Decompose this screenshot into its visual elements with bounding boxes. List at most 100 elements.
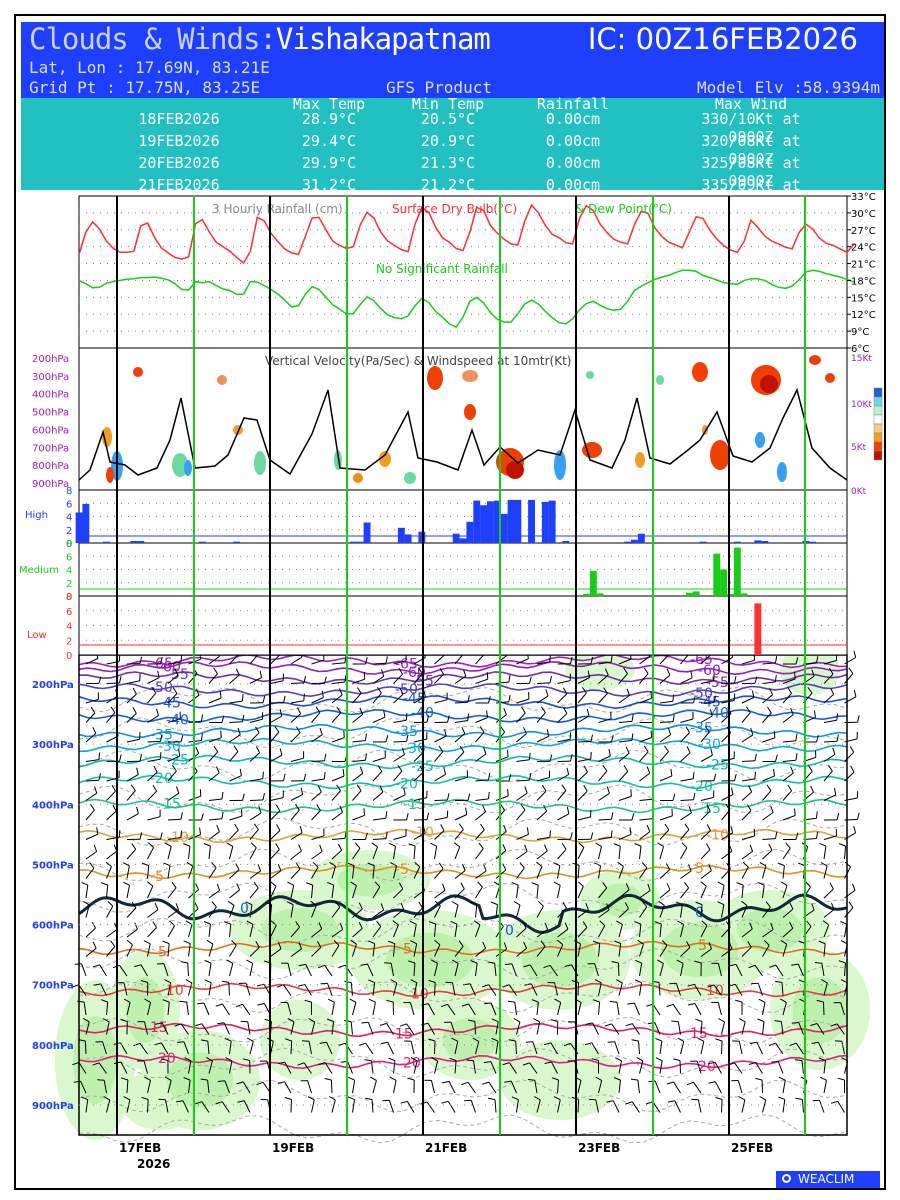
wind-barb [434, 751, 444, 762]
wind-barb [290, 850, 302, 860]
wind-barb-flag [246, 1037, 254, 1042]
wind-barb [311, 778, 325, 782]
wind-barb [721, 656, 733, 665]
wind-barb-flag [287, 1018, 295, 1023]
wind-barb-flag [602, 765, 608, 772]
wind-barb [284, 1061, 292, 1074]
wind-barb [208, 982, 212, 996]
wind-barb [797, 963, 804, 977]
wind-barb-flag [798, 862, 805, 867]
wind-barb [106, 1099, 111, 1113]
wind-barb [167, 909, 179, 918]
high-cloud-bar [82, 503, 90, 543]
wind-barb [208, 867, 217, 879]
wind-barb [454, 814, 468, 821]
wind-barb-flag [604, 668, 609, 676]
wind-barb [536, 1099, 541, 1113]
wind-barb [126, 813, 139, 821]
wind-barb-flag [607, 1041, 615, 1043]
wind-barb [816, 1023, 825, 1035]
wind-barb-flag [553, 881, 561, 886]
wind-barb [721, 757, 735, 762]
wind-barb [372, 865, 375, 879]
vv-level-label: 600hPa [32, 425, 69, 436]
wind-barb-flag [675, 901, 683, 906]
wind-barb-flag [438, 862, 444, 869]
wind-barb [577, 982, 579, 996]
wind-barb [393, 924, 399, 938]
wind-barb-flag [617, 861, 624, 867]
wind-barb [536, 1002, 539, 1016]
wind-barb [516, 809, 526, 821]
wind-barb-flag [132, 707, 137, 714]
wind-barb-flag [850, 765, 855, 773]
wind-barb [693, 1082, 702, 1094]
vv-legend-swatch [873, 387, 883, 398]
wind-barb-flag [406, 734, 409, 742]
wind-barb-flag [390, 862, 397, 867]
wind-barb [473, 1060, 476, 1074]
wind-barb-flag [364, 733, 367, 741]
wind-barb [229, 1060, 233, 1074]
wind-barb [618, 694, 630, 704]
wind-barb [680, 947, 691, 957]
high-cloud-bar [624, 541, 631, 543]
wind-barb [85, 1099, 89, 1113]
wind-barb [352, 1080, 356, 1094]
wind-barb [782, 847, 791, 860]
wind-barb-flag [460, 882, 465, 890]
wind-barb [475, 886, 483, 899]
wind-barb-flag [585, 1022, 593, 1025]
wind-barb-flag [655, 1057, 663, 1062]
wind-barb [819, 1100, 825, 1113]
wind-barb [106, 810, 117, 821]
wind-barb-flag [646, 766, 651, 774]
wind-barb [782, 815, 796, 821]
wind-barb [167, 755, 181, 762]
wind-barb-flag [321, 690, 324, 698]
wind-barb [229, 674, 240, 684]
wind-barb-flag [770, 805, 774, 813]
wind-barb [229, 1041, 232, 1055]
wind-barb-flag [397, 765, 403, 772]
wind-barb [303, 1062, 312, 1074]
wind-barb [326, 1041, 333, 1055]
wind-barb-flag [789, 921, 794, 929]
wind-barb [823, 865, 828, 879]
wind-barb [165, 1099, 169, 1113]
wind-barb [434, 982, 436, 996]
wind-barb-flag [284, 1097, 292, 1100]
wind-barb-flag [153, 765, 158, 773]
wind-barb [475, 678, 488, 684]
wind-barb-flag [303, 773, 307, 781]
no-rainfall-note: No Significant Rainfall [376, 262, 508, 276]
isotherm [79, 737, 848, 753]
wind-barb-flag [358, 1042, 366, 1046]
wind-barb [475, 779, 489, 782]
wind-barb [167, 837, 181, 840]
wind-barb [243, 1100, 251, 1113]
wind-barb-flag [695, 901, 703, 906]
high-cloud-bar [473, 500, 481, 543]
wind-barb [106, 790, 116, 801]
wind-barb-flag [697, 1037, 705, 1042]
vv-legend-swatch [873, 423, 883, 434]
medium-cloud-label: Medium [19, 565, 59, 576]
wind-barb-flag [444, 729, 447, 737]
wind-barb [434, 773, 446, 782]
wind-barb [352, 908, 363, 918]
wind-barb [639, 751, 649, 762]
wind-barb-flag [464, 1099, 472, 1102]
latlon: Lat, Lon : 17.69N, 83.21E [29, 58, 270, 77]
wind-barb-flag [834, 787, 837, 795]
wind-barb-flag [186, 861, 194, 867]
wind-barb [331, 775, 345, 782]
wind-barb-flag [426, 715, 430, 723]
wind-barb [454, 870, 466, 879]
wind-barb [290, 794, 303, 801]
wind-barb [577, 771, 588, 782]
wind-barb-flag [700, 881, 707, 887]
wind-barb [598, 925, 606, 938]
wind-barb [413, 771, 424, 782]
high-cloud-bar [514, 499, 522, 543]
